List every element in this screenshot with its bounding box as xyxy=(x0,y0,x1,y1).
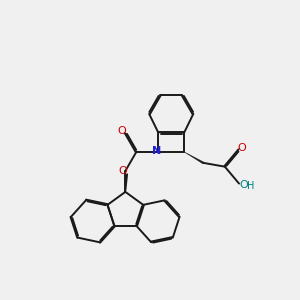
Text: O: O xyxy=(118,126,126,136)
Polygon shape xyxy=(184,152,204,164)
Text: O: O xyxy=(239,180,248,190)
Text: H: H xyxy=(247,181,255,191)
Text: O: O xyxy=(118,166,127,176)
Text: N: N xyxy=(152,146,161,156)
Text: O: O xyxy=(237,143,246,154)
